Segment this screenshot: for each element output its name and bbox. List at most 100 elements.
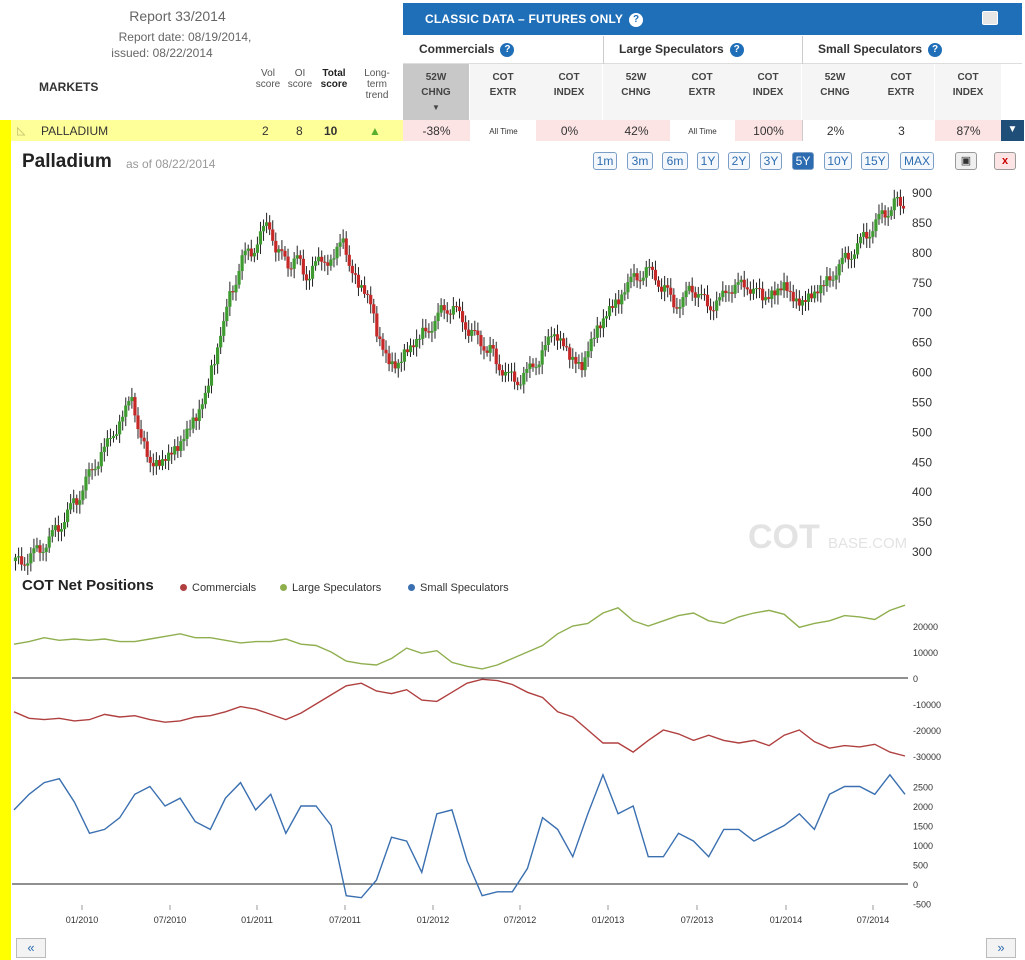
subcol-header[interactable]: COT INDEX bbox=[536, 64, 602, 120]
candle-body bbox=[332, 258, 336, 260]
candle-body bbox=[53, 525, 57, 531]
candle-body bbox=[852, 254, 857, 259]
small-axis-tick: 1500 bbox=[913, 822, 933, 832]
close-chart-icon[interactable]: x bbox=[994, 152, 1016, 170]
candle-body bbox=[540, 350, 544, 365]
next-button[interactable]: » bbox=[986, 938, 1016, 958]
candle-body bbox=[335, 246, 339, 259]
candle-body bbox=[173, 446, 177, 455]
candle-body bbox=[81, 490, 85, 501]
small-axis-tick: 500 bbox=[913, 861, 928, 871]
candle-body bbox=[252, 252, 256, 257]
long-term-trend-header[interactable]: Long-term trend bbox=[364, 68, 390, 101]
x-axis-tick: 01/2013 bbox=[592, 915, 625, 925]
candle-body bbox=[50, 530, 54, 537]
vol-score-header[interactable]: Vol score bbox=[255, 68, 281, 90]
subcol-header[interactable]: 52W CHNG bbox=[802, 64, 868, 120]
candle-body bbox=[105, 438, 109, 447]
candle-body bbox=[653, 269, 658, 281]
candle-body bbox=[715, 300, 719, 311]
candle-body bbox=[415, 339, 419, 348]
candle-body bbox=[506, 371, 511, 373]
candle-body bbox=[176, 446, 180, 451]
candle-body bbox=[831, 279, 835, 281]
candle-body bbox=[160, 459, 165, 466]
subcol-header[interactable]: 52W CHNG bbox=[603, 64, 669, 120]
small-axis-tick: 0 bbox=[913, 880, 918, 890]
price-axis-tick: 450 bbox=[912, 455, 932, 469]
candle-body bbox=[525, 368, 529, 373]
candle-body bbox=[721, 290, 725, 298]
candle-body bbox=[41, 552, 45, 554]
help-icon[interactable]: ? bbox=[928, 42, 943, 57]
printer-icon[interactable] bbox=[982, 11, 998, 25]
candle-body bbox=[656, 280, 661, 287]
candle-body bbox=[810, 293, 814, 299]
candle-body bbox=[482, 346, 486, 351]
total-score-header[interactable]: Total score bbox=[320, 68, 348, 90]
x-axis-tick: 07/2014 bbox=[857, 915, 890, 925]
markets-header: MARKETS bbox=[39, 80, 99, 94]
legend-commercials[interactable]: Commercials bbox=[180, 582, 256, 594]
candle-body bbox=[684, 290, 688, 298]
table-row[interactable]: ◺ PALLADIUM 2 8 10 ▲ bbox=[11, 120, 403, 141]
table-cell: 3 bbox=[898, 124, 905, 138]
candle-body bbox=[880, 210, 884, 214]
legend-small-speculators[interactable]: Small Speculators bbox=[408, 582, 509, 594]
subcol-header[interactable]: 52W CHNG ▼ bbox=[403, 64, 469, 120]
candle-body bbox=[56, 525, 60, 532]
subcol-header[interactable]: COT EXTR bbox=[470, 64, 536, 120]
range-button-2y[interactable]: 2Y bbox=[728, 152, 750, 170]
help-icon[interactable]: ? bbox=[729, 42, 744, 57]
candle-body bbox=[84, 476, 88, 491]
print-chart-icon[interactable]: ▣ bbox=[955, 152, 977, 170]
candle-body bbox=[258, 231, 263, 245]
candle-body bbox=[580, 362, 584, 371]
candle-body bbox=[433, 321, 437, 331]
candle-body bbox=[467, 329, 471, 336]
candle-body bbox=[491, 344, 495, 349]
range-button-1y[interactable]: 1Y bbox=[697, 152, 719, 170]
range-button-15y[interactable]: 15Y bbox=[861, 152, 889, 170]
candle-body bbox=[47, 536, 51, 548]
x-axis-tick: 01/2011 bbox=[241, 915, 273, 925]
market-name[interactable]: PALLADIUM bbox=[41, 124, 109, 138]
candle-body bbox=[742, 279, 746, 288]
subcol-header[interactable]: COT INDEX bbox=[735, 64, 801, 120]
candle-body bbox=[751, 288, 756, 294]
expand-row-button[interactable]: ▼ bbox=[1001, 120, 1024, 141]
candle-body bbox=[767, 297, 771, 299]
report-issued: issued: 08/22/2014 bbox=[111, 46, 213, 60]
candle-body bbox=[739, 279, 743, 283]
candle-body bbox=[855, 243, 860, 255]
subcol-header[interactable]: COT EXTR bbox=[868, 64, 934, 120]
candle-body bbox=[607, 306, 612, 317]
help-icon[interactable]: ? bbox=[500, 42, 515, 57]
range-button-1m[interactable]: 1m bbox=[593, 152, 617, 170]
candle-body bbox=[298, 255, 302, 259]
range-button-10y[interactable]: 10Y bbox=[824, 152, 852, 170]
total-score: 10 bbox=[324, 124, 338, 138]
candle-body bbox=[231, 291, 235, 293]
candle-body bbox=[552, 334, 557, 337]
help-icon[interactable]: ? bbox=[629, 12, 644, 27]
range-button-3y[interactable]: 3Y bbox=[760, 152, 782, 170]
range-button-3m[interactable]: 3m bbox=[627, 152, 653, 170]
subcol-header[interactable]: COT EXTR bbox=[669, 64, 735, 120]
range-button-5y[interactable]: 5Y bbox=[792, 152, 814, 170]
candle-body bbox=[372, 304, 376, 314]
prev-button[interactable]: « bbox=[16, 938, 46, 958]
oi-score-header[interactable]: OI score bbox=[287, 68, 313, 90]
candle-body bbox=[448, 313, 452, 315]
candle-body bbox=[283, 250, 287, 257]
table-cell: 2% bbox=[826, 124, 845, 138]
candle-body bbox=[13, 557, 18, 562]
candle-body bbox=[35, 545, 39, 549]
range-button-max[interactable]: MAX bbox=[900, 152, 934, 170]
candle-body bbox=[234, 284, 238, 293]
legend-large-speculators[interactable]: Large Speculators bbox=[280, 582, 381, 594]
candle-body bbox=[610, 306, 615, 308]
candle-body bbox=[503, 371, 508, 376]
range-button-6m[interactable]: 6m bbox=[662, 152, 688, 170]
subcol-header[interactable]: COT INDEX bbox=[935, 64, 1001, 120]
